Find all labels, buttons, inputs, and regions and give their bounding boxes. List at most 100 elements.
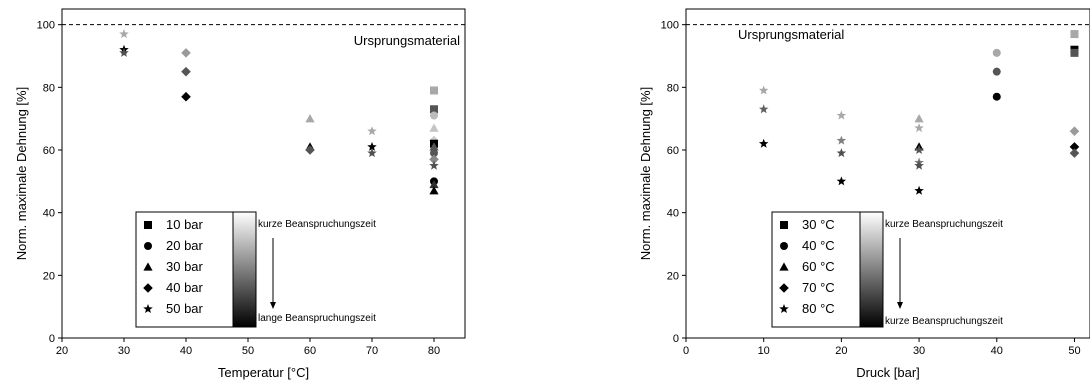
data-point-star xyxy=(367,126,377,136)
y-tick-label: 60 xyxy=(667,145,679,157)
colorbar xyxy=(859,211,884,328)
legend-entry-label: 20 bar xyxy=(166,238,204,253)
x-tick-label: 80 xyxy=(428,345,440,357)
data-point-circle xyxy=(430,149,438,158)
data-point-star xyxy=(758,104,769,114)
legend-marker-star xyxy=(779,304,789,314)
legend-marker-diamond xyxy=(779,283,789,293)
data-point-star xyxy=(914,185,924,195)
data-point-diamond xyxy=(181,91,191,102)
x-tick-label: 70 xyxy=(366,345,378,357)
legend-entry-label: 30 °C xyxy=(802,217,835,232)
data-point-triangle xyxy=(305,114,315,123)
y-tick-label: 20 xyxy=(43,270,55,282)
data-point-diamond xyxy=(1069,148,1080,158)
data-point-circle xyxy=(992,48,1001,57)
legend-entry-label: 30 bar xyxy=(166,259,204,274)
x-axis-label: Temperatur [°C] xyxy=(218,365,309,380)
y-axis-label: Norm. maximale Dehnung [%] xyxy=(638,87,653,260)
colorbar-bottom-label: kurze Beanspruchungszeit xyxy=(885,316,1003,327)
data-point-circle xyxy=(430,111,438,120)
data-point-diamond xyxy=(429,154,439,165)
legend-entry-label: 10 bar xyxy=(166,217,204,232)
time-arrow-head xyxy=(897,302,903,309)
y-tick-label: 40 xyxy=(43,208,55,220)
y-tick-label: 0 xyxy=(673,333,679,345)
data-point-square xyxy=(1070,48,1079,57)
data-point-star xyxy=(758,138,769,148)
x-tick-label: 20 xyxy=(56,345,68,357)
x-tick-label: 50 xyxy=(242,345,254,357)
data-point-star xyxy=(119,47,129,57)
data-point-star xyxy=(914,145,924,155)
colorbar-top-label: kurze Beanspruchungszeit xyxy=(258,219,376,230)
data-point-star xyxy=(367,148,377,158)
legend-entry-label: 40 °C xyxy=(802,238,835,253)
data-point-square xyxy=(430,86,438,95)
plot-frame xyxy=(685,8,1090,339)
data-point-triangle xyxy=(914,114,924,123)
y-tick-label: 80 xyxy=(667,82,679,94)
data-point-triangle xyxy=(429,186,439,195)
data-point-star xyxy=(836,110,847,120)
x-tick-label: 50 xyxy=(1068,345,1080,357)
legend-marker-triangle xyxy=(143,262,153,271)
data-point-diamond xyxy=(1069,142,1080,152)
colorbar xyxy=(232,211,257,328)
data-point-circle xyxy=(992,92,1001,101)
data-point-star xyxy=(758,85,769,95)
data-point-diamond xyxy=(181,48,191,58)
y-axis-label: Norm. maximale Dehnung [%] xyxy=(14,87,29,260)
x-tick-label: 40 xyxy=(991,345,1003,357)
legend-marker-diamond xyxy=(143,283,153,293)
data-point-triangle xyxy=(429,142,439,151)
data-point-star xyxy=(836,176,847,186)
colorbar-bottom-label: lange Beanspruchungszeit xyxy=(258,313,376,324)
data-point-star xyxy=(429,160,439,170)
plot-frame xyxy=(61,8,466,339)
data-point-star xyxy=(914,123,924,133)
y-tick-label: 20 xyxy=(667,270,679,282)
reference-line-label: Ursprungsmaterial xyxy=(738,27,844,42)
legend-entry-label: 50 bar xyxy=(166,301,204,316)
legend-entry-label: 80 °C xyxy=(802,301,835,316)
data-point-square xyxy=(1070,30,1079,39)
legend-marker-circle xyxy=(144,242,152,250)
x-tick-label: 20 xyxy=(835,345,847,357)
y-tick-label: 40 xyxy=(667,208,679,220)
y-tick-label: 80 xyxy=(43,82,55,94)
chart-pressure: 0 10 20 30 40 50 0 20 40 60 80 100 Druck [bar] Norm. … xyxy=(638,8,1090,380)
x-tick-label: 30 xyxy=(118,345,130,357)
x-tick-label: 60 xyxy=(304,345,316,357)
legend-marker-square xyxy=(144,221,152,229)
data-point-star xyxy=(914,160,924,170)
y-tick-label: 60 xyxy=(43,145,55,157)
x-tick-label: 0 xyxy=(683,345,689,357)
legend-marker-star xyxy=(143,304,153,314)
x-tick-label: 10 xyxy=(758,345,770,357)
data-point-triangle xyxy=(429,179,439,189)
x-axis-label: Druck [bar] xyxy=(856,365,920,380)
legend-marker-square xyxy=(780,221,788,229)
time-arrow-head xyxy=(270,302,276,309)
data-point-star xyxy=(367,141,377,151)
data-point-star xyxy=(836,135,847,145)
y-tick-label: 100 xyxy=(37,20,55,32)
legend-entry-label: 60 °C xyxy=(802,259,835,274)
y-tick-label: 100 xyxy=(661,20,679,32)
data-point-star xyxy=(836,148,847,158)
x-tick-label: 30 xyxy=(913,345,925,357)
colorbar-top-label: kurze Beanspruchungszeit xyxy=(885,219,1003,230)
legend-marker-circle xyxy=(780,242,788,250)
data-point-circle xyxy=(992,67,1001,76)
reference-line-label: Ursprungsmaterial xyxy=(354,33,460,48)
data-point-diamond xyxy=(305,145,315,155)
legend-marker-triangle xyxy=(779,262,789,271)
data-point-triangle xyxy=(429,123,439,132)
legend-entry-label: 70 °C xyxy=(802,280,835,295)
data-point-star xyxy=(119,29,129,39)
legend-entry-label: 40 bar xyxy=(166,280,204,295)
x-tick-label: 40 xyxy=(180,345,192,357)
